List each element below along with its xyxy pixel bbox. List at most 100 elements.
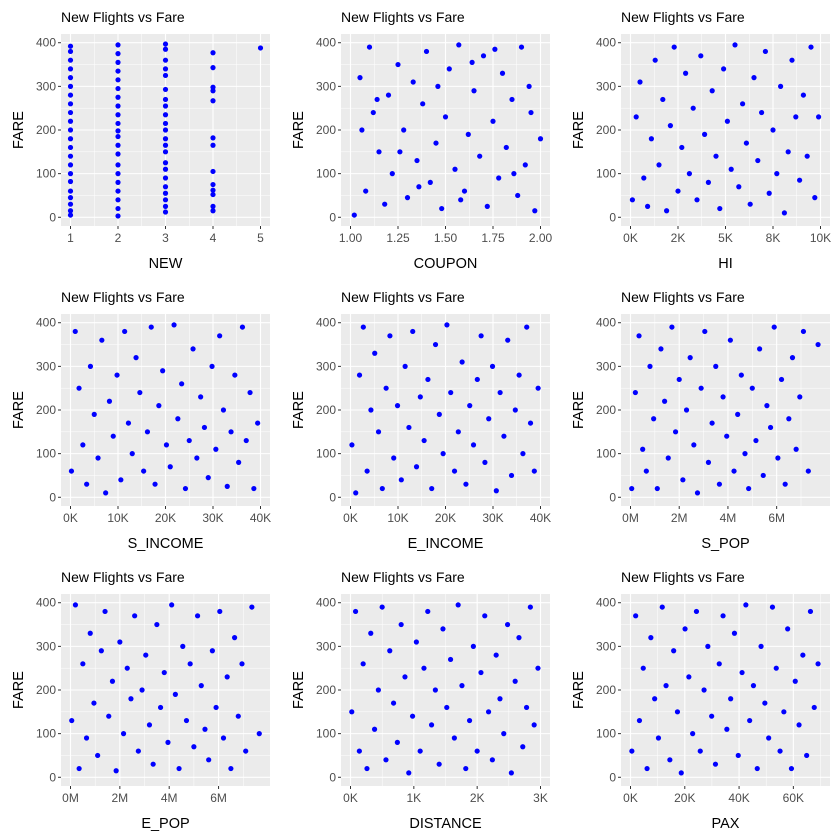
- y-tick-label: 0: [329, 490, 336, 504]
- y-tick-label: 100: [316, 727, 336, 741]
- data-point: [115, 68, 121, 74]
- data-point: [383, 385, 389, 391]
- data-point: [201, 424, 208, 431]
- data-point: [213, 704, 219, 711]
- data-point: [736, 184, 742, 190]
- data-point: [470, 442, 477, 448]
- y-tick-label: 200: [36, 123, 56, 137]
- data-point: [489, 363, 496, 369]
- data-point: [750, 683, 757, 689]
- data-point: [781, 709, 787, 715]
- data-point: [139, 687, 145, 693]
- y-tick-label: 200: [36, 683, 56, 697]
- data-point: [504, 621, 511, 628]
- data-point: [67, 48, 74, 55]
- data-point: [716, 661, 722, 667]
- data-point: [633, 613, 639, 619]
- data-point: [379, 604, 385, 610]
- data-point: [113, 768, 119, 774]
- panel-title: New Flights vs Fare: [61, 569, 185, 585]
- x-tick-label: 6M: [210, 791, 227, 805]
- data-point: [660, 96, 666, 103]
- panel-e_pop: 0M 2M 4M 6M 0 100 200 300 400 New Flights vs Fare…: [11, 569, 270, 832]
- data-point: [67, 188, 74, 194]
- data-point: [773, 665, 779, 671]
- data-point: [67, 144, 74, 151]
- data-point: [162, 127, 169, 133]
- x-tick-label: 10K: [107, 511, 128, 525]
- data-point: [115, 197, 121, 203]
- data-point: [753, 437, 759, 444]
- data-point: [796, 722, 802, 728]
- y-axis-label: FARE: [11, 671, 27, 709]
- data-point: [451, 468, 458, 474]
- data-point: [429, 485, 435, 492]
- x-tick-label: 40K: [250, 511, 271, 525]
- data-point: [115, 171, 121, 177]
- data-point: [255, 420, 261, 426]
- data-point: [458, 197, 464, 203]
- x-tick-label: 0M: [62, 791, 79, 805]
- data-point: [432, 341, 439, 348]
- data-point: [775, 455, 781, 461]
- data-point: [690, 105, 696, 111]
- data-point: [497, 696, 503, 702]
- data-point: [648, 635, 654, 641]
- x-tick-label: 8K: [766, 231, 781, 245]
- data-point: [474, 376, 480, 383]
- data-point: [738, 372, 744, 378]
- x-tick-label: 1.00: [339, 231, 363, 245]
- data-point: [463, 765, 469, 772]
- data-point: [524, 324, 530, 330]
- x-tick-label: 2M: [671, 511, 688, 525]
- data-point: [374, 96, 380, 103]
- data-point: [251, 485, 257, 492]
- data-point: [432, 687, 438, 693]
- y-tick-label: 200: [36, 403, 56, 417]
- x-tick-label: 2.00: [529, 231, 553, 245]
- data-point: [778, 83, 784, 89]
- data-point: [698, 53, 704, 59]
- data-point: [198, 394, 204, 400]
- data-point: [67, 92, 74, 98]
- panel-title: New Flights vs Fare: [341, 9, 465, 25]
- data-point: [512, 407, 518, 413]
- data-point: [256, 731, 262, 737]
- data-point: [742, 451, 748, 457]
- y-axis-label: FARE: [571, 671, 587, 709]
- data-point: [217, 333, 223, 339]
- data-point: [243, 748, 249, 754]
- y-axis-label: FARE: [11, 111, 27, 149]
- x-tick-label: 60K: [783, 791, 804, 805]
- x-tick-label: 1.75: [481, 231, 505, 245]
- data-point: [717, 205, 723, 212]
- data-point: [645, 203, 651, 209]
- data-point: [162, 112, 169, 118]
- data-point: [669, 324, 675, 330]
- data-point: [72, 328, 78, 335]
- data-point: [652, 696, 658, 702]
- data-point: [659, 604, 665, 610]
- data-point: [156, 403, 162, 409]
- data-point: [724, 726, 730, 732]
- data-point: [402, 363, 408, 369]
- data-point: [709, 88, 715, 94]
- data-point: [683, 407, 690, 413]
- x-axis-label: E_INCOME: [408, 536, 484, 552]
- data-point: [754, 765, 760, 772]
- data-point: [770, 127, 776, 133]
- data-point: [239, 661, 245, 667]
- panel-new: 1 2 3 4 5 0 100 200 300 400 New Flights vs Fare NEW…: [11, 9, 270, 272]
- data-point: [353, 490, 359, 496]
- data-point: [67, 178, 74, 185]
- data-point: [356, 748, 362, 754]
- data-point: [816, 114, 822, 120]
- x-tick-label: 30K: [202, 511, 223, 525]
- x-tick-label: 40K: [530, 511, 551, 525]
- data-point: [391, 455, 397, 461]
- data-point: [793, 114, 799, 120]
- data-point: [516, 372, 522, 378]
- data-point: [757, 346, 763, 352]
- data-point: [732, 42, 738, 48]
- data-point: [103, 490, 109, 496]
